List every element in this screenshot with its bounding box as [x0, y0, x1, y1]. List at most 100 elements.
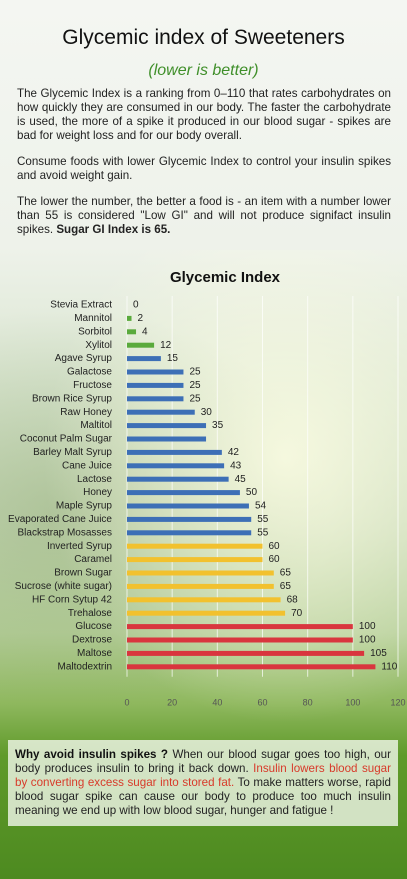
value-label: 65 [280, 568, 292, 579]
bar [127, 516, 252, 522]
bar [127, 409, 195, 415]
category-label: Mannitol [74, 313, 112, 324]
paragraph: The lower the number, the better a food … [17, 195, 391, 237]
value-label: 68 [287, 594, 299, 605]
bar [127, 624, 353, 630]
text: To make matters worse, rapid blood sugar… [15, 776, 391, 817]
x-tick-label: 100 [345, 697, 360, 707]
x-tick-label: 80 [303, 697, 313, 707]
category-label: Lactose [77, 474, 112, 485]
bar [127, 476, 229, 482]
category-label: Honey [83, 487, 112, 498]
category-label: Brown Sugar [54, 568, 112, 579]
category-label: Blackstrap Mosasses [18, 527, 112, 538]
value-label: 25 [189, 367, 201, 378]
bar [127, 610, 286, 616]
bar [127, 356, 161, 362]
value-label: 0 [133, 300, 139, 311]
x-tick-label: 60 [257, 697, 267, 707]
value-label: 100 [359, 621, 376, 632]
category-label: Trehalose [68, 608, 113, 619]
bar [127, 436, 207, 442]
x-tick-label: 0 [124, 697, 129, 707]
bar [127, 315, 132, 321]
category-label: Dextrose [72, 635, 112, 646]
value-label: 2 [138, 313, 144, 324]
x-tick-label: 20 [167, 697, 177, 707]
category-label: Maltose [77, 648, 112, 659]
bar [127, 503, 249, 509]
category-label: Xylitol [85, 340, 112, 351]
value-label: 25 [189, 393, 201, 404]
value-label: 50 [246, 487, 258, 498]
value-label: 65 [280, 581, 292, 592]
x-tick-label: 40 [212, 697, 222, 707]
value-label: 60 [269, 541, 281, 552]
bar [127, 557, 263, 563]
category-label: Caramel [74, 554, 112, 565]
value-label: 25 [189, 380, 201, 391]
bar [127, 329, 137, 335]
background [0, 250, 407, 770]
category-label: Sucrose (white sugar) [15, 581, 112, 592]
value-label: 4 [142, 326, 148, 337]
value-label: 110 [381, 661, 397, 672]
bar [127, 490, 240, 496]
paragraph: Consume foods with lower Glycemic Index … [17, 155, 391, 182]
value-label: 43 [230, 460, 242, 471]
category-label: Stevia Extract [50, 300, 112, 311]
bar [127, 637, 353, 643]
value-label: 15 [167, 353, 179, 364]
category-label: Coconut Palm Sugar [20, 434, 113, 445]
category-label: Barley Malt Syrup [33, 447, 112, 458]
value-label: 12 [160, 340, 172, 351]
category-label: Maple Syrup [56, 501, 113, 512]
subtitle: (lower is better) [148, 62, 259, 79]
category-label: Inverted Syrup [47, 541, 112, 552]
category-label: Agave Syrup [55, 353, 113, 364]
bold-text: Why avoid insulin spikes ? [15, 748, 168, 761]
bar [127, 382, 184, 388]
value-label: 100 [359, 635, 376, 646]
category-label: Brown Rice Syrup [32, 393, 112, 404]
category-label: Sorbitol [78, 326, 112, 337]
bar [127, 369, 184, 375]
bold-text: Sugar GI Index is 65. [56, 223, 171, 236]
category-label: Galactose [67, 367, 112, 378]
bar [127, 583, 274, 589]
value-label: 35 [212, 420, 224, 431]
bar [127, 570, 274, 576]
bar [127, 664, 376, 670]
category-label: Maltitol [80, 420, 112, 431]
bar [127, 342, 155, 348]
category-label: Maltodextrin [58, 661, 112, 672]
value-label: 60 [269, 554, 281, 565]
intro: The Glycemic Index is a ranking from 0–1… [17, 87, 391, 249]
x-tick-label: 120 [390, 697, 405, 707]
category-label: Glucose [75, 621, 112, 632]
bar [127, 449, 222, 455]
bar [127, 530, 252, 536]
value-label: 54 [255, 501, 267, 512]
category-label: HF Corn Sytup 42 [32, 594, 112, 605]
category-label: Cane Juice [62, 460, 112, 471]
value-label: 105 [370, 648, 387, 659]
bar [127, 650, 365, 656]
text: The lower the number, the better a food … [17, 195, 391, 236]
highlight-text: Insulin lowers blood sugar by converting… [15, 762, 391, 789]
category-label: Evaporated Cane Juice [8, 514, 112, 525]
bar [127, 396, 184, 402]
category-label: Fructose [73, 380, 112, 391]
value-label: 70 [291, 608, 303, 619]
value-label: 42 [228, 447, 240, 458]
category-label: Raw Honey [60, 407, 112, 418]
value-label: 55 [257, 527, 269, 538]
bar [127, 423, 207, 429]
chart-title: Glycemic Index [170, 269, 281, 286]
text: When our blood sugar goes too high, our … [15, 748, 391, 775]
bar [127, 597, 281, 603]
value-label: 45 [235, 474, 247, 485]
value-label: 55 [257, 514, 269, 525]
